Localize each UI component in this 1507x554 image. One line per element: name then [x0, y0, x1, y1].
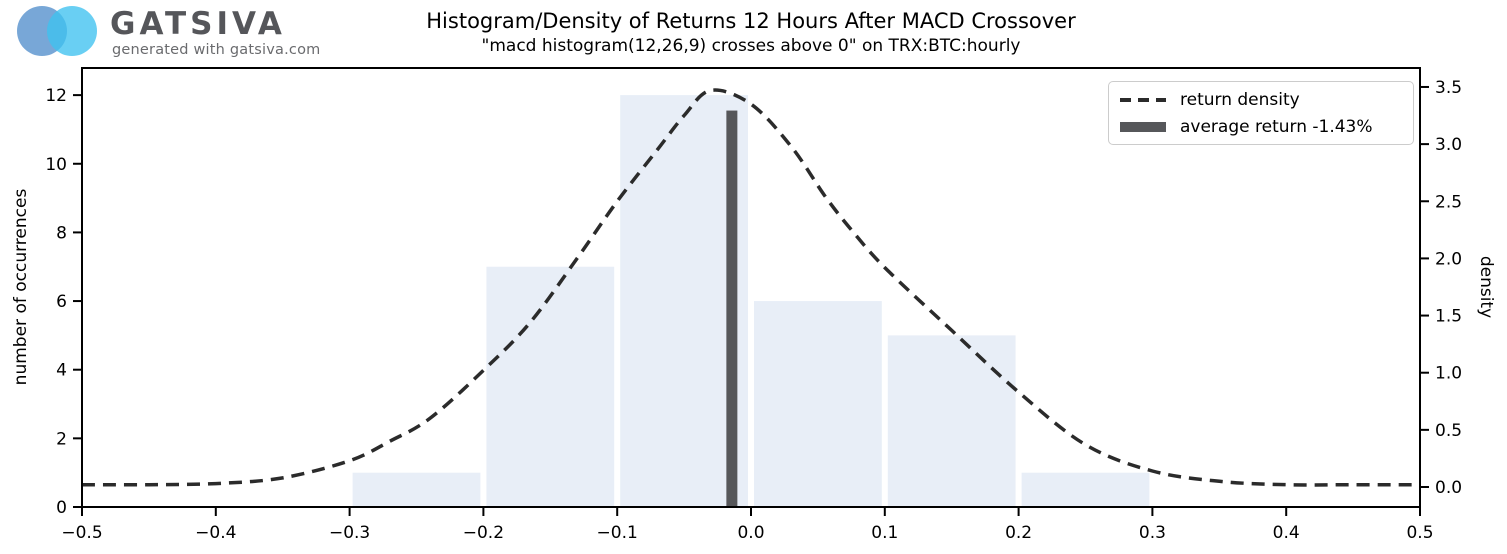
tick-label: 12: [45, 86, 67, 106]
tick-label: 6: [56, 292, 67, 312]
legend-item-return-density: return density: [1119, 90, 1403, 110]
tick-label: −0.5: [61, 523, 102, 543]
histogram-bar: [1021, 472, 1150, 507]
tick-label: 2.5: [1435, 192, 1462, 212]
tick-label: 0.5: [1406, 523, 1433, 543]
tick-label: 2: [56, 429, 67, 449]
tick-label: −0.1: [597, 523, 638, 543]
gatsiva-logo: GATSIVA generated with gatsiva.com: [10, 4, 320, 58]
logo-circles-icon: [17, 6, 97, 56]
tick-label: 2.0: [1435, 249, 1462, 269]
histogram-bar: [486, 266, 615, 507]
histogram-bar: [754, 301, 882, 507]
tick-label: 0.0: [1435, 478, 1462, 498]
legend-item-average-return: average return -1.43%: [1119, 117, 1403, 137]
logo-brand-text: GATSIVA: [110, 6, 286, 42]
chart-title: Histogram/Density of Returns 12 Hours Af…: [426, 9, 1076, 33]
logo-tagline: generated with gatsiva.com: [112, 42, 321, 58]
tick-label: −0.4: [195, 523, 236, 543]
average-return-line: [726, 110, 738, 508]
tick-label: −0.2: [463, 523, 504, 543]
title-block: Histogram/Density of Returns 12 Hours Af…: [82, 0, 1420, 56]
tick-label: 1.5: [1435, 307, 1462, 327]
logo-circle-right: [47, 6, 97, 56]
legend: return density average return -1.43%: [1108, 81, 1414, 145]
dashed-line-icon: [1120, 97, 1166, 102]
tick-label: 8: [56, 223, 67, 243]
histogram-bar: [887, 335, 1016, 507]
tick-label: 0.4: [1273, 523, 1300, 543]
legend-label: average return -1.43%: [1180, 116, 1373, 137]
tick-label: 0.1: [871, 523, 898, 543]
histogram-bar: [352, 472, 481, 507]
tick-label: 0.0: [737, 523, 764, 543]
density-curve: [82, 88, 1420, 487]
tick-label: 3.0: [1435, 135, 1462, 155]
tick-label: 0.2: [1005, 523, 1032, 543]
chart-subtitle: "macd histogram(12,26,9) crosses above 0…: [481, 36, 1021, 56]
logo-text-block: GATSIVA generated with gatsiva.com: [110, 4, 321, 59]
tick-label: 0.5: [1435, 421, 1462, 441]
tick-label: 1.0: [1435, 364, 1462, 384]
tick-label: 10: [45, 155, 67, 175]
tick-label: −0.3: [329, 523, 370, 543]
legend-label: return density: [1180, 89, 1300, 110]
tick-label: 0.3: [1139, 523, 1166, 543]
tick-label: 3.5: [1435, 78, 1462, 98]
legend-thickline-sample: [1120, 121, 1166, 132]
tick-label: 4: [56, 361, 67, 381]
thick-line-icon: [1120, 121, 1166, 132]
tick-label: 0: [56, 498, 67, 518]
